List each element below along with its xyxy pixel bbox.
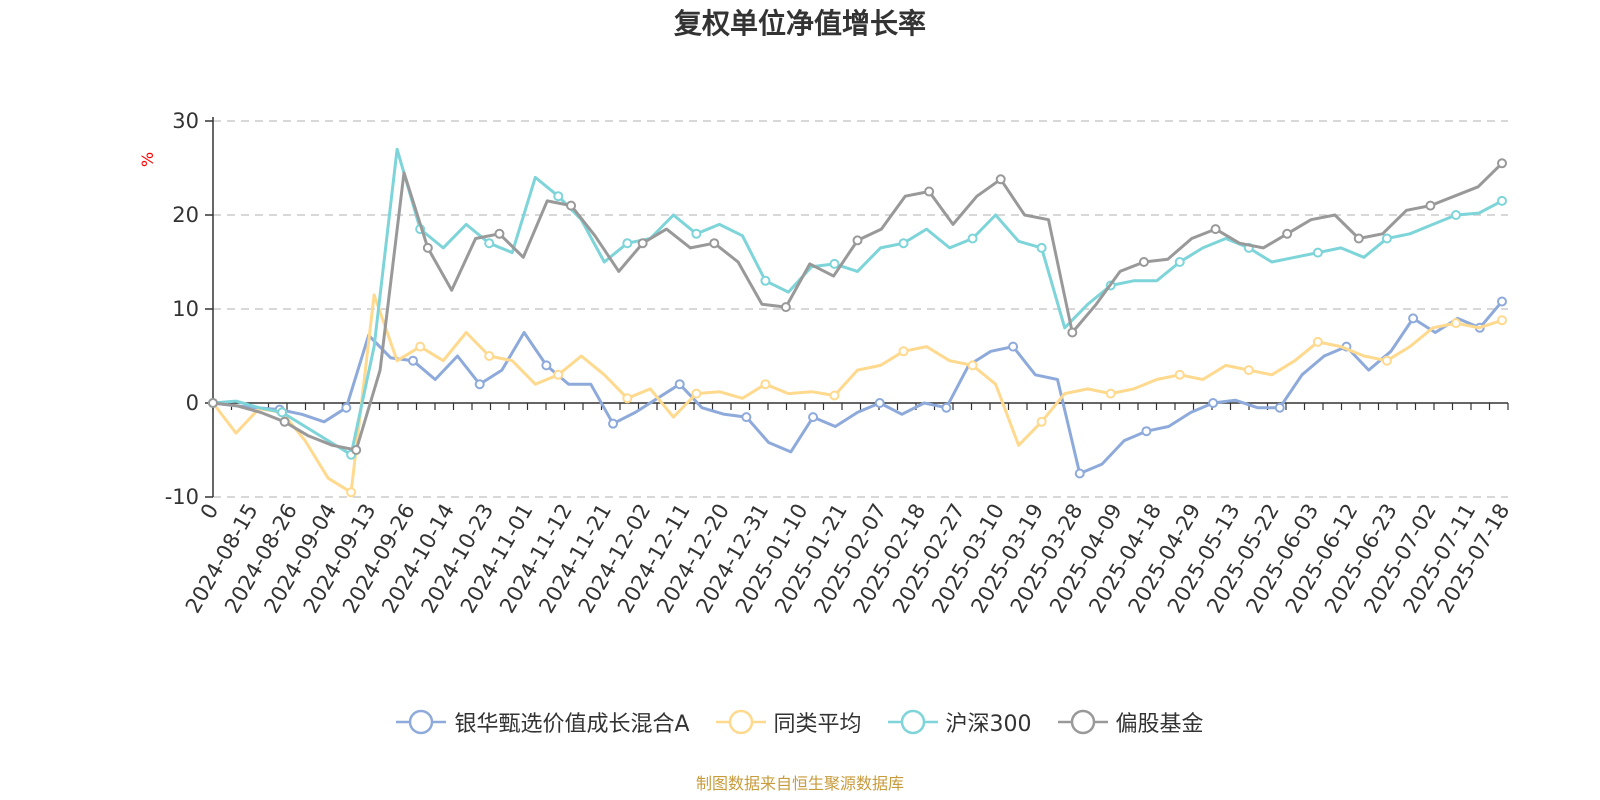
- series-point-1: [967, 360, 978, 371]
- series-point-3: [1282, 228, 1293, 239]
- series-point-1: [1312, 336, 1323, 347]
- legend-label: 沪深300: [945, 712, 1032, 737]
- series-point-0: [1497, 296, 1507, 307]
- series-point-2: [622, 238, 633, 249]
- series-point-0: [1141, 426, 1152, 437]
- series-point-3: [709, 238, 720, 249]
- series-point-2: [1381, 233, 1392, 244]
- series-point-2: [760, 275, 771, 286]
- series-point-2: [277, 407, 288, 418]
- series-point-0: [1074, 468, 1085, 479]
- legend-marker-icon: [396, 709, 447, 735]
- series-point-3: [637, 238, 648, 249]
- series-point-1: [898, 346, 909, 357]
- series-point-3: [780, 302, 791, 313]
- series-point-0: [408, 355, 419, 366]
- legend-label: 偏股基金: [1115, 712, 1204, 737]
- series-lines: [208, 147, 1507, 498]
- series-point-1: [1450, 318, 1461, 329]
- series-point-3: [852, 235, 863, 246]
- series-point-0: [674, 379, 685, 390]
- series-point-1: [1174, 369, 1185, 380]
- series-point-2: [553, 191, 564, 202]
- series-point-2: [484, 238, 495, 249]
- legend-item[interactable]: 银华甄选价值成长混合A: [396, 706, 690, 738]
- y-tick-label: -10: [165, 485, 199, 509]
- legend-marker-icon: [1057, 709, 1108, 735]
- series-point-1: [760, 379, 771, 390]
- x-tick-label: 0: [196, 500, 223, 524]
- series-point-2: [967, 233, 978, 244]
- series-point-1: [346, 487, 357, 498]
- series-point-1: [415, 341, 426, 352]
- series-line-3: [212, 162, 1504, 452]
- series-point-3: [566, 200, 577, 211]
- legend-label: 银华甄选价值成长混合A: [454, 712, 690, 737]
- legend-label: 同类平均: [773, 712, 862, 737]
- series-point-2: [1312, 247, 1323, 258]
- series-point-3: [279, 416, 290, 427]
- series-point-2: [691, 228, 702, 239]
- series-point-0: [1408, 313, 1419, 324]
- series-point-3: [1425, 200, 1436, 211]
- series-point-3: [1138, 257, 1149, 267]
- series-point-3: [1210, 224, 1221, 235]
- y-tick-label: 20: [172, 203, 199, 227]
- series-point-0: [941, 402, 952, 413]
- series-point-2: [898, 238, 909, 249]
- series-point-3: [1067, 327, 1078, 338]
- series-point-2: [829, 258, 840, 269]
- series-point-1: [1381, 355, 1392, 366]
- series-point-3: [995, 174, 1006, 185]
- series-line-0: [212, 300, 1504, 475]
- series-point-0: [541, 360, 552, 371]
- series-point-2: [1497, 195, 1507, 206]
- series-point-1: [484, 351, 495, 361]
- series-point-3: [924, 186, 935, 197]
- series-point-3: [1497, 158, 1507, 169]
- chart-title: 复权单位净值增长率: [673, 7, 926, 40]
- series-point-0: [741, 412, 752, 423]
- series-point-2: [1174, 257, 1185, 267]
- legend-item[interactable]: 同类平均: [715, 706, 862, 738]
- series-point-3: [494, 228, 505, 239]
- series-point-3: [208, 398, 218, 408]
- series-point-0: [608, 418, 619, 429]
- series-point-3: [1353, 233, 1364, 244]
- series-point-0: [1008, 341, 1019, 352]
- legend-marker-icon: [887, 709, 938, 735]
- series-point-1: [1036, 416, 1047, 427]
- series-point-1: [1243, 365, 1254, 376]
- y-tick-label: 30: [172, 109, 199, 133]
- series-line-1: [211, 293, 1503, 494]
- legend: 银华甄选价值成长混合A 同类平均 沪深300 偏股基金: [0, 706, 1600, 738]
- grid-lines: [213, 120, 1508, 498]
- series-point-0: [1274, 402, 1285, 413]
- axes: [205, 117, 1509, 498]
- series-point-2: [1450, 210, 1461, 220]
- series-point-2: [1036, 242, 1047, 253]
- legend-item[interactable]: 沪深300: [887, 706, 1032, 738]
- line-chart: -10010203002024-08-152024-08-262024-09-0…: [165, 109, 1515, 617]
- series-point-1: [829, 390, 840, 401]
- series-point-1: [1105, 388, 1116, 399]
- series-point-0: [341, 402, 352, 413]
- series-point-1: [622, 393, 633, 404]
- legend-marker-icon: [715, 709, 766, 735]
- series-point-0: [808, 412, 819, 423]
- legend-item[interactable]: 偏股基金: [1057, 706, 1204, 738]
- y-tick-label: 10: [172, 297, 199, 321]
- series-line-2: [212, 147, 1503, 457]
- series-point-1: [691, 388, 702, 399]
- series-point-3: [422, 242, 433, 253]
- series-point-0: [474, 379, 485, 390]
- series-point-0: [1208, 398, 1219, 408]
- series-point-0: [874, 398, 885, 408]
- source-note: 制图数据来自恒生聚源数据库: [695, 774, 904, 793]
- y-tick-label: 0: [186, 391, 199, 415]
- series-point-1: [1497, 315, 1507, 326]
- series-point-1: [553, 369, 564, 380]
- series-point-3: [351, 445, 362, 455]
